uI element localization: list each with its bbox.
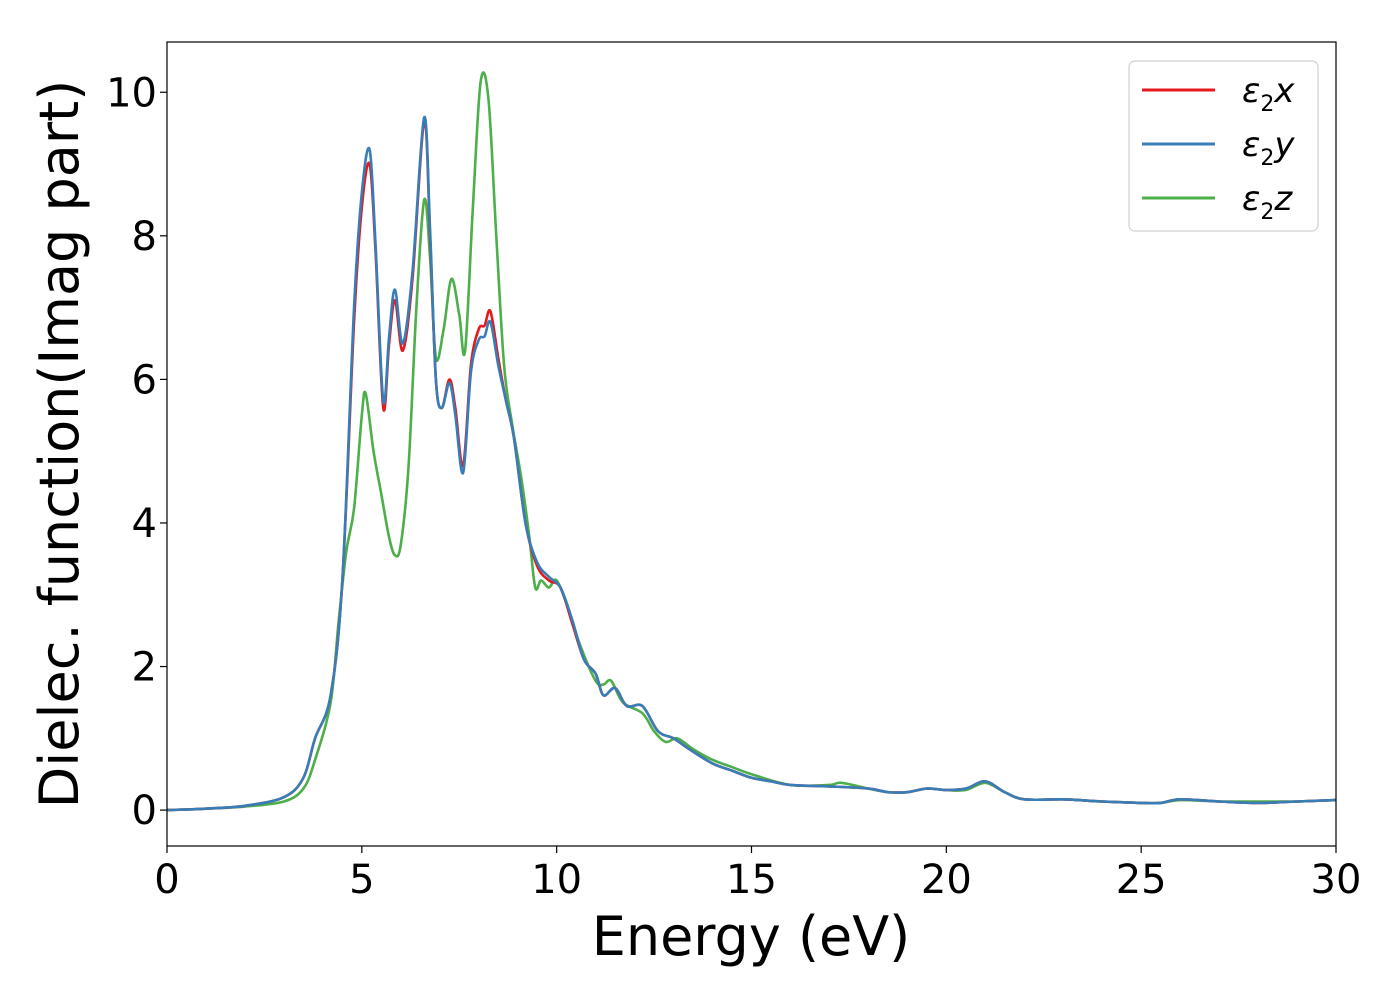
y-tick-label: 6 [132, 357, 157, 403]
x-tick-label: 20 [921, 857, 972, 903]
y-axis-ticks: 0 2 4 6 8 10 [106, 70, 167, 834]
y-tick-label: 4 [132, 501, 157, 547]
legend-label-y: ε2y [1242, 125, 1295, 171]
x-tick-label: 15 [726, 857, 777, 903]
legend: ε2x ε2y ε2z [1128, 60, 1319, 232]
x-tick-label: 5 [349, 857, 374, 903]
legend-label-z: ε2z [1242, 179, 1293, 225]
legend-items: ε2x ε2y ε2z [1142, 71, 1295, 225]
x-tick-label: 25 [1116, 857, 1167, 903]
y-axis-title: Dielec. function(Imag part) [28, 80, 91, 809]
x-tick-label: 0 [154, 857, 179, 903]
y-tick-label: 2 [132, 645, 157, 691]
x-axis-title: Energy (eV) [592, 905, 911, 968]
y-tick-label: 10 [106, 70, 157, 116]
y-tick-label: 8 [132, 214, 157, 260]
x-axis-ticks: 0 5 10 15 20 25 30 [154, 846, 1361, 903]
x-tick-label: 30 [1311, 857, 1362, 903]
legend-box [1128, 60, 1319, 232]
legend-label-x: ε2x [1242, 71, 1295, 117]
series-layer [167, 71, 1336, 812]
x-tick-label: 10 [531, 857, 582, 903]
y-tick-label: 0 [132, 788, 157, 834]
series-line-y [167, 115, 1336, 812]
